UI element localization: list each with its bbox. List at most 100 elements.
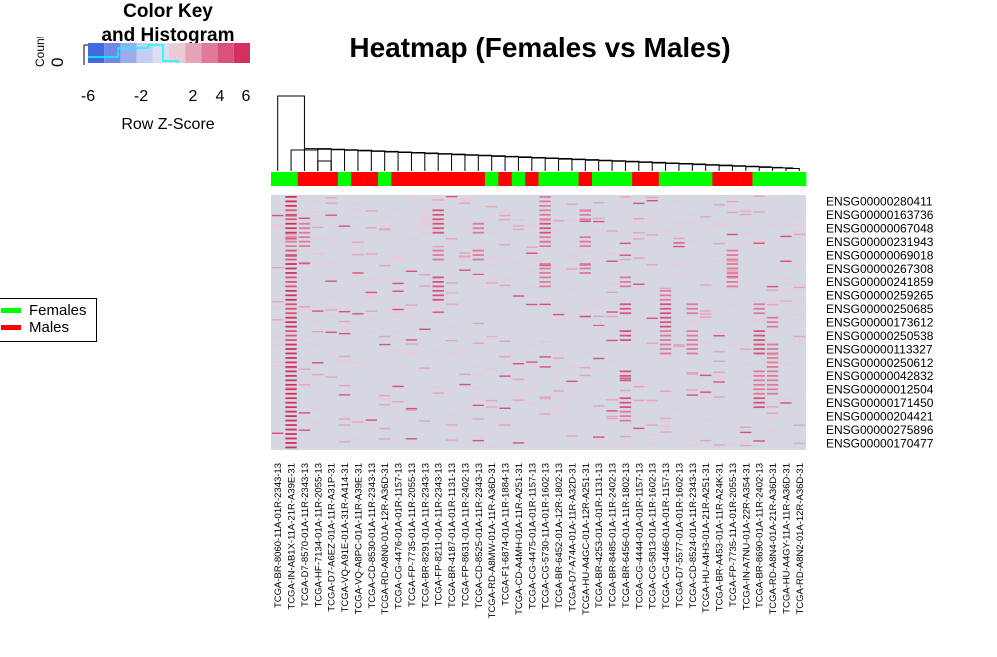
- heatmap-cell: [686, 339, 698, 341]
- sample-label: TCGA-RD-A8N0-01A-12R-A36D-31: [380, 463, 391, 615]
- heatmap-cell: [619, 415, 632, 418]
- heatmap-cell: [659, 395, 672, 398]
- heatmap-cell: [606, 315, 618, 318]
- heatmap-cell: [499, 244, 511, 246]
- heatmap-cell: [713, 242, 725, 245]
- heatmap-cell: [272, 225, 284, 227]
- heatmap-cell: [379, 398, 391, 400]
- heatmap-cell: [272, 361, 284, 363]
- heatmap-cell: [552, 397, 565, 399]
- heatmap-cell: [325, 315, 337, 318]
- heatmap-cell: [659, 316, 672, 319]
- heatmap-cell: [593, 202, 605, 204]
- heatmap-cell: [405, 343, 418, 345]
- heatmap-cell: [753, 242, 765, 244]
- heatmap-cell: [726, 345, 739, 347]
- heatmap-cell: [325, 215, 337, 218]
- heatmap-cell: [472, 342, 484, 344]
- heatmap-cell: [325, 306, 337, 308]
- color-key-tick: 4: [215, 88, 225, 105]
- heatmap-cell: [285, 397, 297, 400]
- heatmap-cell: [766, 392, 779, 395]
- heatmap-cell: [472, 404, 484, 407]
- heatmap-cell: [646, 269, 658, 272]
- heatmap-cell: [338, 362, 351, 364]
- heatmap-cell: [285, 410, 297, 413]
- heatmap-cell: [499, 355, 511, 357]
- heatmap-cell: [285, 294, 297, 297]
- heatmap-cell: [766, 431, 779, 433]
- heatmap-cell: [539, 301, 551, 303]
- heatmap-cell: [766, 352, 779, 355]
- sample-label: TCGA-BR-8485-01A-11R-2402-13: [608, 463, 619, 608]
- heatmap-cell: [539, 231, 551, 234]
- heatmap-cell: [753, 195, 765, 197]
- heatmap-cell: [566, 268, 578, 270]
- heatmap-cell: [365, 330, 377, 333]
- heatmap-cell: [526, 361, 538, 363]
- heatmap-cell: [285, 343, 297, 346]
- sample-label: TCGA-CD-8530-01A-11R-2343-13: [367, 463, 378, 609]
- heatmap-cell: [606, 311, 618, 313]
- heatmap-cell: [312, 215, 324, 218]
- heatmap-cell: [780, 299, 792, 301]
- heatmap-cell: [753, 374, 765, 377]
- heatmap-cell: [726, 249, 739, 252]
- sample-label: TCGA-VQ-A8PC-01A-11R-A39E-31: [353, 463, 364, 614]
- heatmap-cell: [713, 223, 725, 225]
- heatmap-cell: [338, 322, 351, 324]
- heatmap-cell: [298, 236, 311, 239]
- heatmap-cell: [312, 330, 324, 333]
- heatmap-cell: [566, 254, 578, 256]
- heatmap-cell: [445, 238, 458, 240]
- heatmap-cell: [726, 443, 739, 445]
- heatmap-cell: [593, 300, 605, 302]
- heatmap-cell: [365, 317, 377, 320]
- heatmap-cell: [459, 360, 471, 362]
- heatmap-cell: [700, 439, 712, 442]
- heatmap-cell: [780, 224, 792, 226]
- heatmap-cell: [285, 415, 297, 418]
- heatmap-cell: [499, 425, 511, 427]
- heatmap-cell: [713, 360, 725, 362]
- heatmap-cell: [713, 381, 725, 383]
- heatmap-cell: [726, 287, 739, 290]
- group-color-cell: [672, 172, 686, 186]
- heatmap-cell: [392, 331, 404, 334]
- heatmap-cell: [325, 242, 337, 244]
- heatmap-cell: [539, 213, 551, 216]
- heatmap-cell: [298, 335, 311, 337]
- heatmap-cell: [526, 388, 538, 390]
- heatmap-cell: [566, 435, 578, 437]
- heatmap-cell: [659, 294, 672, 297]
- heatmap-cell: [365, 278, 377, 281]
- heatmap-cell: [432, 202, 444, 204]
- heatmap-cell: [445, 352, 458, 354]
- heatmap-cell: [619, 339, 632, 341]
- color-key-title: Color Key and Histogram: [88, 0, 248, 48]
- heatmap-cell: [593, 325, 605, 328]
- heatmap-cell: [432, 222, 444, 225]
- heatmap-cell: [766, 217, 779, 220]
- heatmap-cell: [766, 304, 779, 306]
- heatmap-cell: [619, 401, 632, 404]
- heatmap-cell: [432, 222, 444, 224]
- heatmap-cell: [486, 290, 498, 293]
- heatmap-cell: [713, 383, 725, 385]
- heatmap-cell: [793, 319, 805, 321]
- group-color-cell: [311, 172, 325, 186]
- heatmap-cell: [713, 351, 725, 353]
- heatmap-cell: [700, 316, 712, 318]
- heatmap-cell: [726, 267, 739, 270]
- heatmap-cell: [432, 301, 444, 303]
- heatmap-cell: [673, 231, 685, 233]
- heatmap-cell: [659, 325, 672, 328]
- heatmap-cell: [579, 306, 591, 309]
- heatmap-cell: [285, 325, 297, 328]
- sample-label: TCGA-BR-8690-01A-11R-2402-13: [755, 463, 766, 608]
- heatmap-cell: [606, 417, 618, 420]
- heatmap-cell: [753, 320, 765, 322]
- heatmap-cell: [700, 374, 712, 377]
- heatmap-cell: [432, 254, 444, 256]
- group-color-cell: [739, 172, 753, 186]
